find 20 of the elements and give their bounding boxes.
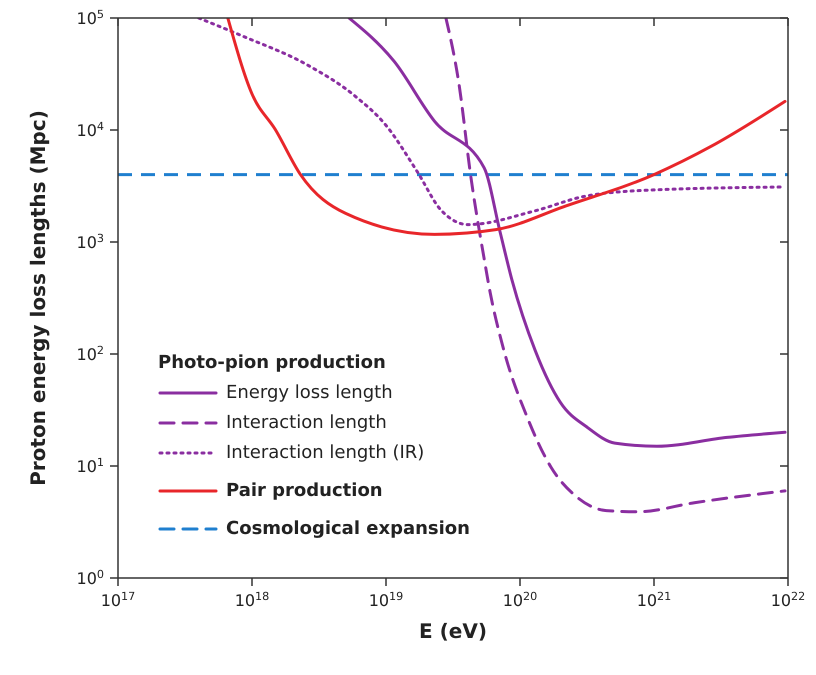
y-tick-label: 10$^{2}$ [76,344,104,364]
y-tick-label: 10$^{4}$ [76,120,104,140]
x-axis-title: E (eV) [419,619,487,643]
legend-label: Interaction length [225,411,388,435]
x-tick-label: 10$^{22}$ [770,590,806,610]
legend-label: Pair production [225,479,384,503]
y-tick-label: 10$^{1}$ [76,456,104,476]
x-tick-label: 10$^{17}$ [100,590,136,610]
y-tick-label: 10$^{5}$ [76,8,104,28]
legend-label: Cosmological expansion [225,517,470,541]
y-tick-label: 10$^{3}$ [76,232,104,252]
x-tick-label: 10$^{20}$ [502,590,538,610]
legend-title: Photo-pion production [158,351,387,375]
x-tick-label: 10$^{19}$ [368,590,404,610]
legend-label: Energy loss length [225,381,394,405]
y-tick-label: 10$^{0}$ [76,568,104,588]
y-axis-title: Proton energy loss lengths (Mpc) [26,110,50,486]
x-tick-label: 10$^{21}$ [636,590,672,610]
legend-label: Interaction length (IR) [225,441,426,465]
x-tick-label: 10$^{18}$ [234,590,270,610]
